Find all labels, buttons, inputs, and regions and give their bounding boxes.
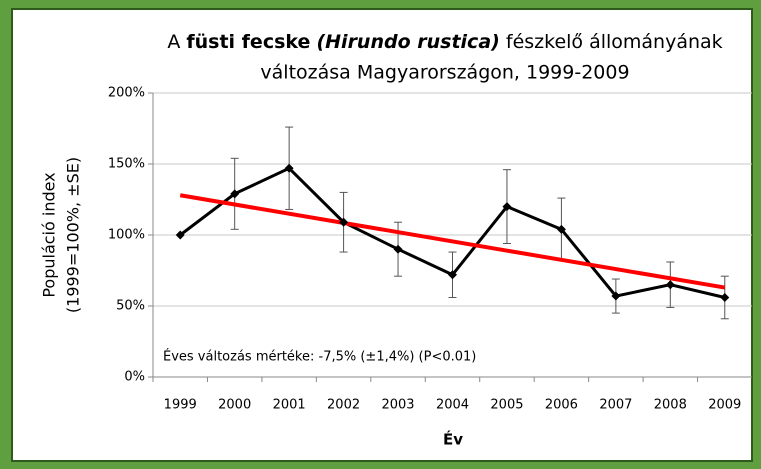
marker <box>175 230 185 240</box>
marker <box>611 291 621 301</box>
marker <box>284 163 294 173</box>
x-tick-label: 2002 <box>327 398 360 413</box>
marker <box>556 224 566 234</box>
x-tick-label: 2006 <box>545 398 578 413</box>
chart-title: A füsti fecske (Hirundo rustica) fészkel… <box>167 31 722 53</box>
y-axis-label: (1999=100%, ±SE) <box>64 157 83 313</box>
x-tick-label: 2000 <box>218 398 251 413</box>
title-part: A <box>167 31 180 53</box>
title-part: füsti fecske <box>186 31 310 53</box>
y-tick-label: 50% <box>116 299 145 314</box>
trend-line <box>179 193 726 290</box>
x-tick-label: 1999 <box>164 398 197 413</box>
marker <box>230 189 240 199</box>
marker <box>502 202 512 212</box>
marker <box>448 270 457 280</box>
x-tick-label: 2005 <box>490 398 523 413</box>
title-part: fészkelő állományának <box>506 31 723 53</box>
x-tick-label: 2007 <box>599 398 632 413</box>
x-tick-label: 2001 <box>273 398 306 413</box>
y-tick-label: 150% <box>108 157 145 172</box>
x-tick-label: 2008 <box>654 398 687 413</box>
title-part: (Hirundo rustica) <box>316 31 499 53</box>
x-axis-label: Év <box>443 430 463 449</box>
marker <box>665 280 675 290</box>
chart-title: változása Magyarországon, 1999-2009 <box>260 62 629 84</box>
marker <box>720 292 730 302</box>
marker <box>393 244 403 254</box>
x-tick-label: 2003 <box>381 398 414 413</box>
x-tick-label: 2009 <box>708 398 741 413</box>
y-tick-label: 100% <box>108 228 145 243</box>
y-axis-label: Populáció index <box>40 172 59 297</box>
y-tick-label: 200% <box>108 86 145 101</box>
marker <box>339 217 349 227</box>
x-tick-label: 2004 <box>436 398 469 413</box>
y-tick-label: 0% <box>124 370 145 385</box>
annotation: Éves változás mértéke: -7,5% (±1,4%) (P<… <box>163 349 476 365</box>
